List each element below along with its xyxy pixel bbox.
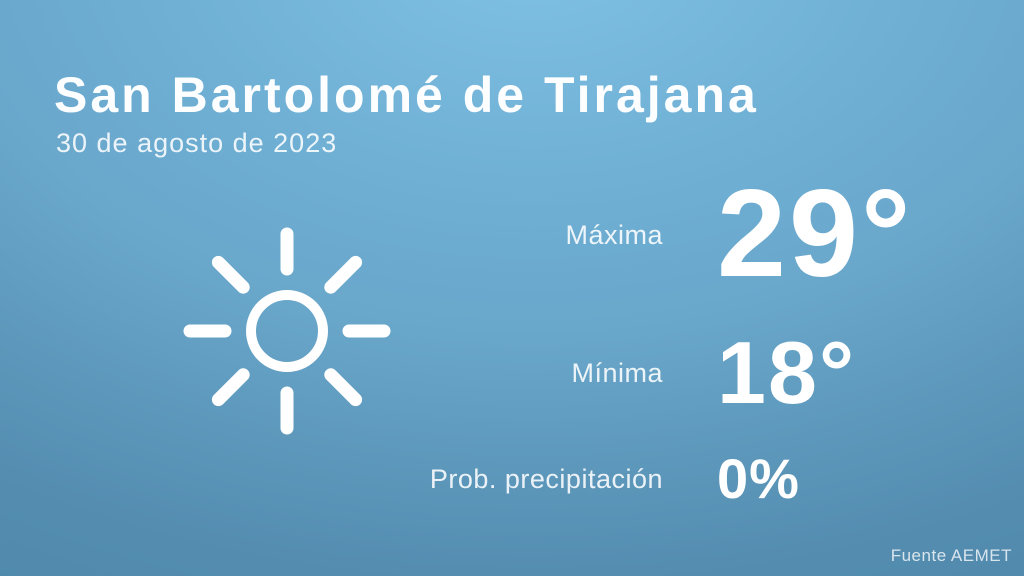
precipitation-value: 0% bbox=[717, 446, 800, 510]
precipitation-label: Prob. precipitación bbox=[429, 463, 663, 494]
date-label: 30 de agosto de 2023 bbox=[56, 128, 338, 158]
max-temp-value: 29° bbox=[717, 165, 914, 304]
max-temp-label: Máxima bbox=[565, 219, 663, 250]
page-title: San Bartolomé de Tirajana bbox=[54, 67, 759, 123]
min-temp-row: Mínima 18° bbox=[60, 325, 856, 421]
min-temp-label: Mínima bbox=[571, 357, 663, 388]
min-temp-value: 18° bbox=[717, 323, 857, 423]
precipitation-row: Prob. precipitación 0% bbox=[60, 445, 800, 513]
source-attribution: Fuente AEMET bbox=[890, 546, 1012, 565]
sun-icon bbox=[183, 227, 391, 435]
max-temp-row: Máxima 29° bbox=[60, 165, 914, 304]
